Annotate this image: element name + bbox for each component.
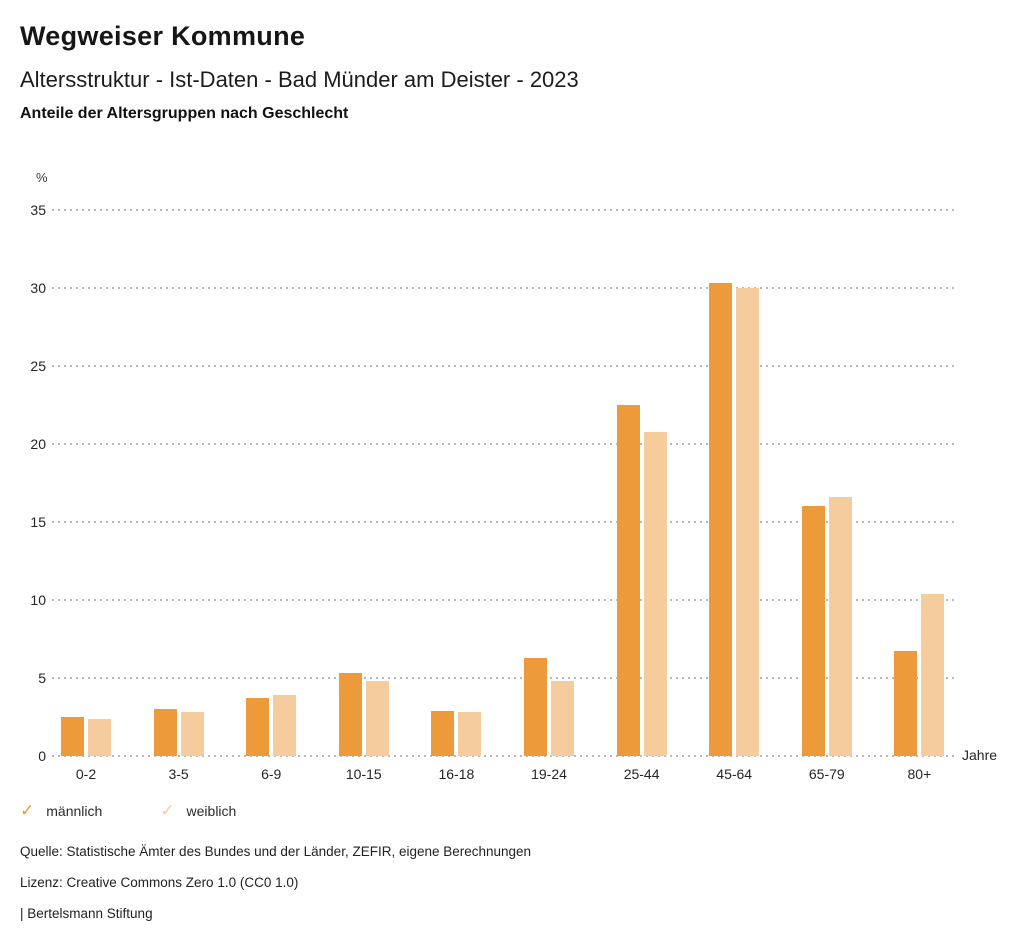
bar-weiblich-16-18[interactable] [458, 712, 482, 756]
y-axis-tick-35: 35 [30, 202, 46, 218]
gridline-0 [52, 755, 955, 757]
chart-description: Anteile der Altersgruppen nach Geschlech… [20, 105, 349, 122]
license-text: Lizenz: Creative Commons Zero 1.0 (CC0 1… [20, 875, 299, 890]
plot-area: 0 5 10 15 20 25 30 35 0-2 3-5 6-9 10-15 16-18 19-24 25… [30, 203, 955, 782]
gridline-20 [52, 443, 955, 445]
x-axis-label-19-24: 19-24 [531, 766, 567, 782]
legend: ✓ männlich ✓ weiblich [20, 802, 236, 820]
legend-label-maennlich: männlich [46, 803, 103, 819]
y-axis-tick-20: 20 [30, 436, 46, 452]
x-axis-unit-label: Jahre [962, 747, 998, 763]
x-axis-label-10-15: 10-15 [345, 766, 382, 782]
bar-weiblich-19-24[interactable] [551, 681, 574, 756]
legend-label-weiblich: weiblich [186, 803, 237, 819]
bar-männlich-3-5[interactable] [153, 709, 177, 756]
check-icon-weiblich: ✓ [160, 801, 175, 820]
bar-weiblich-65-79[interactable] [828, 497, 852, 756]
bar-männlich-0-2[interactable] [61, 717, 84, 756]
x-axis-label-0-2: 0-2 [75, 766, 97, 782]
bar-weiblich-6-9[interactable] [273, 695, 297, 756]
x-axis-label-6-9: 6-9 [261, 766, 282, 782]
bar-weiblich-10-15[interactable] [365, 681, 389, 756]
gridline-10 [52, 599, 955, 601]
gridline-25 [52, 365, 955, 367]
legend-item-maennlich[interactable]: ✓ männlich [20, 802, 102, 820]
bar-männlich-45-64[interactable] [709, 283, 733, 756]
bar-männlich-10-15[interactable] [338, 673, 362, 756]
bar-männlich-65-79[interactable] [801, 506, 825, 756]
x-axis-label-25-44: 25-44 [623, 766, 660, 782]
y-axis-tick-15: 15 [30, 514, 46, 530]
bar-männlich-19-24[interactable] [524, 657, 547, 756]
gridline-15 [52, 521, 955, 523]
gridline-30 [52, 287, 955, 289]
x-axis-label-3-5: 3-5 [168, 766, 189, 782]
y-axis-tick-0: 0 [38, 748, 46, 764]
source-text: Quelle: Statistische Ämter des Bundes un… [20, 844, 532, 859]
x-axis-label-16-18: 16-18 [438, 766, 475, 782]
legend-item-weiblich[interactable]: ✓ weiblich [160, 802, 236, 820]
bar-weiblich-45-64[interactable] [736, 288, 760, 756]
y-axis-tick-25: 25 [30, 358, 46, 374]
y-axis-tick-30: 30 [30, 280, 46, 296]
attribution-text: | Bertelsmann Stiftung [20, 906, 153, 921]
x-axis-label-80+: 80+ [907, 766, 932, 782]
bar-männlich-80+[interactable] [894, 651, 918, 756]
bar-weiblich-3-5[interactable] [180, 712, 204, 756]
bar-weiblich-0-2[interactable] [88, 718, 111, 756]
bar-männlich-25-44[interactable] [616, 405, 640, 756]
bar-männlich-6-9[interactable] [246, 698, 270, 756]
bar-weiblich-25-44[interactable] [643, 431, 667, 756]
y-axis-tick-10: 10 [30, 592, 46, 608]
gridline-35 [52, 209, 955, 211]
bar-männlich-16-18[interactable] [431, 710, 455, 756]
page-title: Wegweiser Kommune [20, 21, 306, 51]
check-icon-maennlich: ✓ [20, 801, 35, 820]
y-axis-tick-5: 5 [38, 670, 46, 686]
bar-weiblich-80+[interactable] [921, 593, 945, 756]
x-axis-label-45-64: 45-64 [716, 766, 753, 782]
gridline-5 [52, 677, 955, 679]
y-axis-unit-label: % [36, 170, 48, 185]
chart-subtitle: Altersstruktur - Ist-Daten - Bad Münder … [20, 67, 579, 92]
x-axis-label-65-79: 65-79 [808, 766, 845, 782]
